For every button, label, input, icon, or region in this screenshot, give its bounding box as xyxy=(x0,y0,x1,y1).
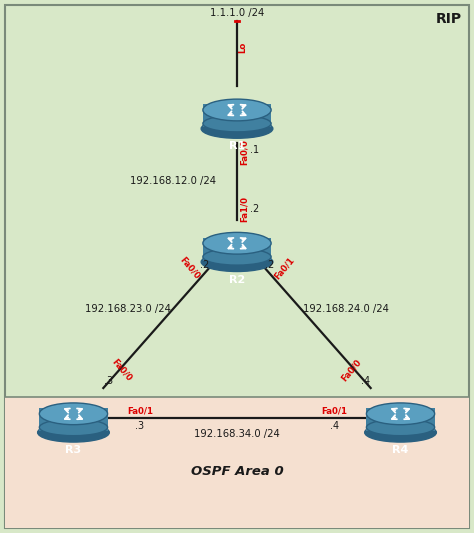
Text: .3: .3 xyxy=(103,376,113,386)
Text: 1.1.1.0 /24: 1.1.1.0 /24 xyxy=(210,9,264,18)
Text: .3: .3 xyxy=(135,422,145,431)
Text: .2: .2 xyxy=(264,261,274,270)
Text: .1: .1 xyxy=(250,146,260,155)
FancyBboxPatch shape xyxy=(366,408,435,431)
FancyBboxPatch shape xyxy=(39,408,108,431)
Text: Fa0/1: Fa0/1 xyxy=(127,407,153,416)
Text: 192.168.34.0 /24: 192.168.34.0 /24 xyxy=(194,430,280,439)
FancyBboxPatch shape xyxy=(5,5,469,528)
Text: .2: .2 xyxy=(200,261,210,270)
Text: Fa0/0: Fa0/0 xyxy=(178,255,201,281)
Ellipse shape xyxy=(203,248,271,265)
FancyBboxPatch shape xyxy=(203,238,271,261)
Ellipse shape xyxy=(366,419,435,435)
Text: 192.168.24.0 /24: 192.168.24.0 /24 xyxy=(303,304,389,314)
Text: .4: .4 xyxy=(361,376,371,386)
Text: Fa0/1: Fa0/1 xyxy=(273,255,296,281)
Text: Fa0/1: Fa0/1 xyxy=(321,407,347,416)
FancyBboxPatch shape xyxy=(5,397,469,528)
Text: Fa0/0: Fa0/0 xyxy=(110,358,134,383)
Ellipse shape xyxy=(203,115,271,132)
Text: Fa0/0: Fa0/0 xyxy=(340,358,364,383)
Ellipse shape xyxy=(39,403,108,425)
Text: R2: R2 xyxy=(229,274,245,285)
Text: R3: R3 xyxy=(65,445,82,455)
Text: Fa1/0: Fa1/0 xyxy=(240,196,249,222)
Text: Lo: Lo xyxy=(238,41,247,53)
Ellipse shape xyxy=(201,252,273,271)
Text: Fa0/0: Fa0/0 xyxy=(240,139,249,165)
Text: .2: .2 xyxy=(250,204,260,214)
Text: 192.168.12.0 /24: 192.168.12.0 /24 xyxy=(130,176,216,186)
Text: 192.168.23.0 /24: 192.168.23.0 /24 xyxy=(85,304,171,314)
FancyBboxPatch shape xyxy=(203,104,271,127)
Ellipse shape xyxy=(366,403,435,425)
Ellipse shape xyxy=(37,423,109,442)
Text: .4: .4 xyxy=(329,422,339,431)
Text: R1: R1 xyxy=(229,141,245,151)
Ellipse shape xyxy=(39,419,108,435)
Text: RIP: RIP xyxy=(436,12,462,26)
Ellipse shape xyxy=(203,232,271,254)
Ellipse shape xyxy=(365,423,437,442)
Ellipse shape xyxy=(201,119,273,138)
Text: R4: R4 xyxy=(392,445,409,455)
Ellipse shape xyxy=(203,99,271,121)
Text: OSPF Area 0: OSPF Area 0 xyxy=(191,465,283,478)
